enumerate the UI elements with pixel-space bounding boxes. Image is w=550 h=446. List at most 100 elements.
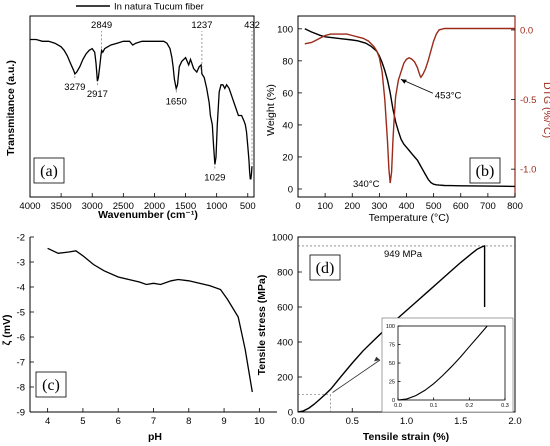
y2-axis-title: DTG (%/°C) [541,82,550,138]
x-tick-label: 800 [507,201,523,212]
y-tick-label: 600 [277,303,293,314]
inset-series-line [397,325,488,401]
x-axis-title: pH [148,431,162,443]
x-tick-label: 10 [254,416,265,427]
y-tick-label: 100 [277,24,293,35]
x-axis-title: Wavenumber (cm⁻¹) [98,209,198,221]
inset-x-tick-label: 0.3 [501,403,509,409]
x-tick-label: 4 [45,416,50,427]
y-tick-label: -2 [17,233,25,244]
x-tick-label: 100 [317,201,333,212]
inset-y-tick-label: 50 [389,361,395,367]
y-axis-title: Transmitance (a.u.) [5,60,17,156]
y-tick-label: 1000 [272,233,293,244]
zeta-series-line [47,247,253,393]
legend-label: In natura Tucum fiber [114,2,204,13]
x-tick-label: 1.5 [454,416,467,427]
y-tick-label: 0 [288,408,293,419]
inset-background [381,317,514,413]
y-tick-label: -8 [17,383,25,394]
x-tick-label: 5 [80,416,85,427]
x-tick-label: 2.0 [508,416,521,427]
peak-label: 2917 [87,89,108,100]
x-tick-label: 300 [371,201,387,212]
x-axis-title: Temperature (°C) [369,212,450,224]
peak-label: 2849 [91,20,112,31]
panel-d-tensile: Tensile strain (%) Tensile stress (MPa) … [256,233,522,444]
weight-series-line [304,28,516,188]
annotation-label: 340°C [353,179,380,190]
svg-text:(d): (d) [316,260,335,277]
plot-frame [29,15,255,198]
inset-x-tick-label: 0.2 [466,403,474,409]
y2-tick-label: -0.5 [520,95,536,106]
panel-label: (c) [35,371,67,398]
x-tick-label: 3000 [82,201,103,212]
x-tick-label: 1000 [206,201,227,212]
x-tick-label: 600 [453,201,469,212]
x-tick-label: 700 [480,201,496,212]
x-tick-label: 200 [344,201,360,212]
inset-y-tick-label: 0 [392,398,395,404]
x-tick-label: 1.0 [400,416,413,427]
panel-label: (b) [469,157,501,184]
x-tick-label: 2500 [113,201,134,212]
legend: In natura Tucum fiber [76,2,204,13]
y-tick-label: 40 [282,120,293,131]
svg-text:(b): (b) [476,163,495,180]
y-tick-label: -5 [17,308,25,319]
x-axis-title: Tensile strain (%) [363,431,449,443]
panel-c-zeta: pH ζ (mV) (c) 4 5 6 7 8 9 10 -2 -3 -4 -5 -6 -7 -8 -9 [1,233,277,443]
y2-tick-label: 0.0 [520,25,533,36]
y-tick-label: 80 [282,56,293,67]
x-tick-label: 1500 [175,201,196,212]
x-tick-label: 500 [240,201,256,212]
y-tick-label: -7 [17,358,25,369]
y-tick-label: 200 [277,373,293,384]
arrow-head [400,79,407,84]
panel-label: (d) [309,254,341,281]
inset-y-tick-label: 100 [386,324,395,330]
zoom-arrow-head [374,356,380,362]
panel-b-tga: Temperature (°C) Weight (%) DTG (%/°C) (… [265,15,550,224]
peak-label: 1029 [204,172,225,183]
y-axis-title: Tensile stress (MPa) [256,275,268,376]
x-tick-label: 0 [295,201,300,212]
y-tick-label: 20 [282,152,293,163]
y-tick-label: 0 [288,184,293,195]
zoom-arrow [332,359,381,393]
y-tick-label: -3 [17,258,25,269]
x-tick-label: 7 [151,416,156,427]
panel-label: (a) [33,157,65,184]
dtg-series-line [304,27,515,184]
x-tick-label: 8 [186,416,191,427]
peak-label: 432 [244,20,260,31]
y-tick-label: -9 [17,408,25,419]
x-tick-label: 3500 [51,201,72,212]
y-tick-label: 800 [277,268,293,279]
x-tick-label: 500 [426,201,442,212]
ftir-series-line [30,38,253,180]
x-tick-label: 2000 [144,201,165,212]
inset-y-tick-label: 25 [389,380,395,386]
x-tick-label: 9 [221,416,226,427]
x-tick-label: 0.5 [346,416,359,427]
inset-x-tick-label: 0.0 [394,403,402,409]
inset-y-tick-label: 75 [389,343,395,349]
annotation-arrow [400,78,434,94]
y-tick-label: -4 [17,283,25,294]
x-tick-label: 400 [399,201,415,212]
x-tick-label: 6 [116,416,121,427]
svg-text:(a): (a) [40,163,58,180]
y2-tick-label: -1.0 [520,165,536,176]
y-tick-label: -6 [17,333,25,344]
svg-text:(c): (c) [42,377,60,394]
peak-label: 1237 [191,20,212,31]
y-axis-title: ζ (mV) [1,314,13,345]
y-tick-label: 400 [277,338,293,349]
y-tick-label: 60 [282,88,293,99]
inset-x-tick-label: 0.1 [430,403,438,409]
peak-label: 3279 [64,82,85,93]
annotation-label: 453°C [435,90,462,101]
